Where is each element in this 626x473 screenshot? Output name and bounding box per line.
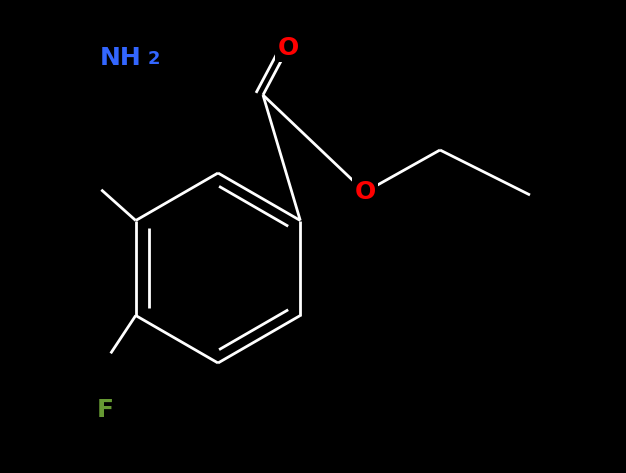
Text: F: F (96, 398, 113, 422)
Text: O: O (277, 36, 299, 60)
Text: NH: NH (100, 46, 141, 70)
Text: O: O (354, 180, 376, 204)
Text: 2: 2 (148, 50, 160, 68)
